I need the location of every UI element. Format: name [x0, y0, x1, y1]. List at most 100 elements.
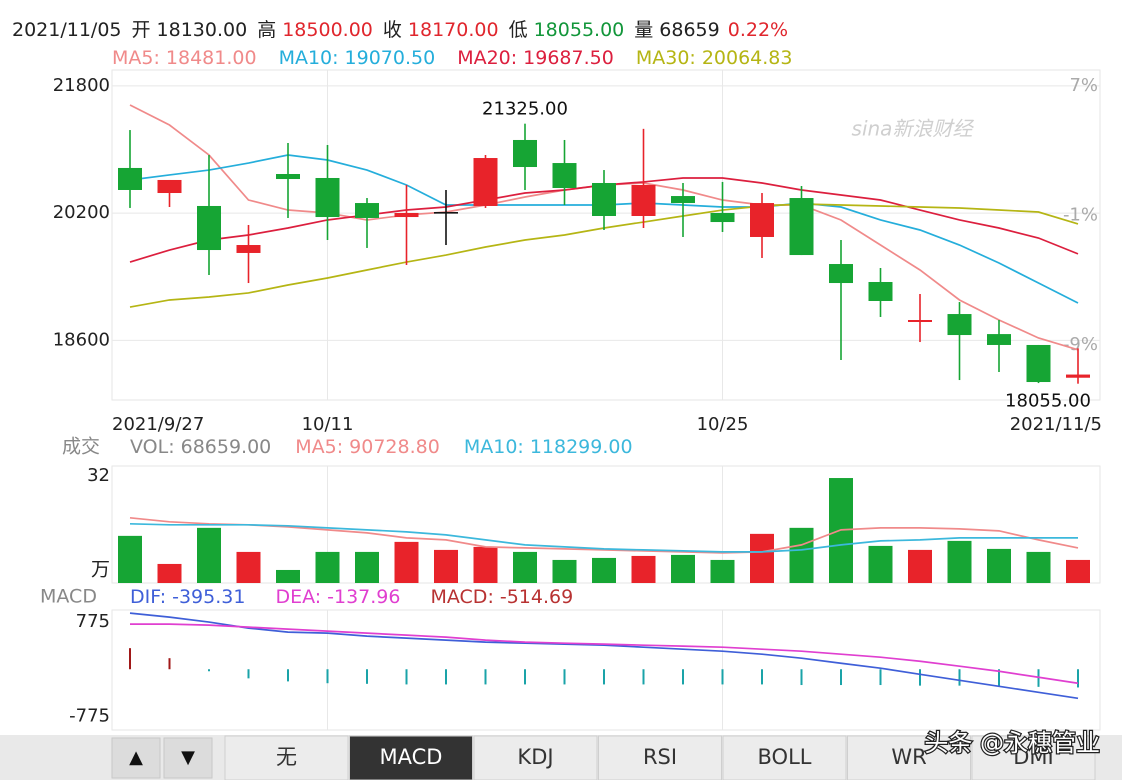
extreme-label: 18055.00: [1005, 391, 1091, 412]
volume-bar: [315, 551, 340, 583]
candle-body: [236, 245, 261, 253]
field-value: 18170.00: [408, 19, 499, 41]
price-panel: [111, 69, 1101, 401]
x-tick-label: 10/11: [302, 414, 354, 435]
volume-bar: [513, 551, 537, 583]
legend-row: DIF: -395.31 DEA: -137.96 MACD: -514.69: [130, 586, 573, 608]
x-tick-label: 2021/9/27: [112, 414, 204, 435]
indicator-tab[interactable]: [224, 735, 349, 780]
volume-bar: [394, 541, 419, 583]
field-name: 开: [132, 19, 151, 41]
candle-body: [789, 198, 814, 256]
field-value: 18055.00: [534, 19, 625, 41]
candle-body: [513, 139, 537, 168]
indicator-tab[interactable]: [722, 735, 847, 780]
candle-body: [1066, 374, 1090, 378]
panel-title: MACD: [40, 586, 97, 608]
ma-line: [129, 612, 1079, 700]
indicator-tab-label[interactable]: MACD: [380, 745, 443, 769]
y-tick-label: 20200: [53, 202, 110, 223]
legend-value: 20064.83: [702, 47, 793, 69]
y2-tick-label: 7%: [1069, 75, 1098, 96]
legend-value: -137.96: [327, 586, 400, 608]
legend-value: -395.31: [172, 586, 245, 608]
arrow-button[interactable]: [111, 737, 161, 779]
y-tick-label: 21800: [53, 75, 110, 96]
legend-name: MA10:: [464, 436, 524, 458]
candle-body: [1026, 344, 1051, 383]
candle-body: [710, 212, 735, 223]
y-tick-label: 775: [76, 611, 110, 632]
volume-bar: [750, 533, 774, 583]
indicator-tab-label[interactable]: BOLL: [758, 745, 812, 769]
candle-body: [394, 212, 419, 218]
legend-name: MA10:: [279, 47, 339, 69]
field-value: 18130.00: [157, 19, 248, 41]
indicator-tab-label[interactable]: DMI: [1013, 745, 1053, 769]
candle-body: [908, 320, 932, 322]
legend-row: VOL: 68659.00 MA5: 90728.80 MA10: 118299.00: [130, 436, 633, 458]
field-value: 68659: [659, 19, 719, 41]
candle-body: [750, 203, 774, 237]
legend-name: MA5:: [112, 47, 160, 69]
volume-bar: [631, 555, 656, 583]
legend-name: DIF:: [130, 586, 166, 608]
candle-body: [157, 179, 182, 194]
volume-bar: [434, 549, 458, 583]
indicator-tab-label[interactable]: RSI: [643, 745, 677, 769]
arrow-button-label[interactable]: ▼: [181, 747, 195, 768]
ma-line: [129, 522, 1078, 553]
indicator-tab[interactable]: [847, 735, 971, 780]
legend-name: MACD:: [430, 586, 493, 608]
legend-name: MA20:: [457, 47, 517, 69]
field-name: 量: [634, 19, 653, 41]
arrow-button[interactable]: [163, 737, 213, 779]
panel-title: 成交: [62, 436, 100, 458]
macd-panel: [111, 609, 1101, 731]
arrow-button-label[interactable]: ▲: [129, 747, 143, 768]
legend-name: VOL:: [130, 436, 175, 458]
candle-body: [276, 174, 300, 180]
indicator-tab-label[interactable]: 无: [276, 745, 297, 769]
legend-row: MA5: 18481.00 MA10: 19070.50 MA20: 19687.50 MA…: [112, 47, 792, 69]
field-name: 高: [257, 19, 276, 41]
x-tick-label: 2021/11/5: [1010, 414, 1102, 435]
ma-line: [130, 623, 1079, 685]
legend-value: 19687.50: [523, 47, 614, 69]
indicator-tab[interactable]: [971, 735, 1096, 780]
candle-body: [592, 182, 616, 216]
ma-line: [129, 516, 1079, 554]
indicator-tab-label[interactable]: WR: [891, 745, 926, 769]
candle-body: [671, 196, 695, 204]
candle-body: [631, 184, 656, 216]
indicator-tab[interactable]: [349, 735, 473, 780]
legend-name: MA5:: [295, 436, 343, 458]
field-name: 低: [509, 19, 528, 41]
candle-body: [355, 203, 379, 218]
volume-bar: [552, 559, 577, 583]
volume-bar: [868, 545, 893, 583]
date: 2021/11/05: [12, 19, 122, 41]
change: 0.22%: [728, 19, 788, 41]
volume-bar: [276, 569, 300, 583]
volume-bar: [947, 540, 972, 583]
volume-bar: [789, 527, 814, 583]
volume-bar: [157, 563, 182, 583]
legend-value: 19070.50: [345, 47, 436, 69]
x-tick-label: 10/25: [697, 414, 749, 435]
legend-value: 118299.00: [530, 436, 633, 458]
y-tick-label: 32: [87, 465, 110, 486]
watermark: 头条 @永穗管业: [924, 729, 1100, 757]
indicator-tab[interactable]: [598, 735, 722, 780]
indicator-tab-label[interactable]: KDJ: [517, 745, 553, 769]
volume-bar: [671, 554, 695, 583]
volume-bar: [473, 546, 498, 583]
volume-bar: [1066, 559, 1090, 583]
volume-bar: [592, 557, 616, 583]
candle-body: [947, 314, 972, 336]
legend-name: DEA:: [275, 586, 321, 608]
volume-bar: [710, 559, 735, 583]
volume-bar: [355, 551, 379, 583]
indicator-tab[interactable]: [473, 735, 598, 780]
